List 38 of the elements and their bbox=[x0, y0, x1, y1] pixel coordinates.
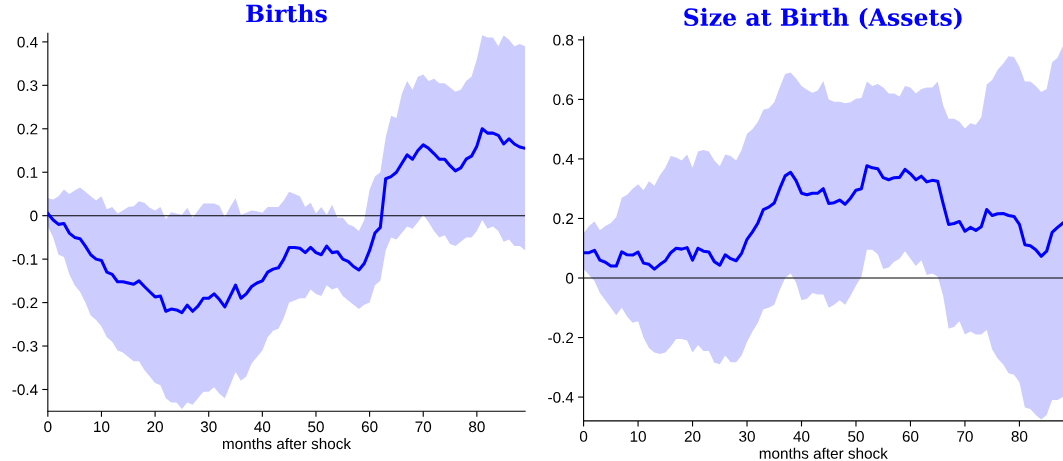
x-tick-label: 60 bbox=[902, 431, 919, 442]
y-tick-label: 0.3 bbox=[17, 80, 38, 92]
x-tick-label: 20 bbox=[684, 431, 701, 442]
x-tick-label: 0 bbox=[579, 431, 588, 442]
y-tick-label: -0.2 bbox=[12, 297, 38, 309]
y-tick-label: -0.4 bbox=[12, 384, 38, 396]
x-tick-label: 70 bbox=[957, 431, 973, 442]
y-tick-label: -0.4 bbox=[548, 391, 574, 403]
x-tick-label: 50 bbox=[848, 431, 864, 442]
x-tick-label: 30 bbox=[200, 421, 217, 433]
y-tick-label: -0.3 bbox=[12, 340, 38, 352]
x-tick-label: 80 bbox=[469, 421, 485, 433]
y-tick-label: 0 bbox=[565, 272, 574, 284]
y-tick-label: 0 bbox=[30, 210, 38, 222]
x-tick-label: 60 bbox=[361, 421, 378, 433]
x-tick-label: 10 bbox=[94, 421, 110, 433]
x-tick-label: 80 bbox=[1011, 431, 1028, 442]
x-tick-label: 40 bbox=[793, 431, 810, 442]
chart-title: Size at Birth (Assets) bbox=[684, 7, 962, 30]
y-tick-label: -0.1 bbox=[12, 254, 38, 265]
y-tick-label: 0.1 bbox=[17, 167, 38, 178]
x-tick-label: 70 bbox=[415, 421, 432, 433]
y-tick-label: 0.6 bbox=[553, 94, 574, 106]
x-tick-label: 0 bbox=[44, 421, 52, 433]
x-tick-label: 10 bbox=[630, 431, 646, 442]
y-tick-label: 0.8 bbox=[553, 34, 574, 46]
y-tick-label: 0.4 bbox=[553, 153, 574, 165]
chart-title: Births bbox=[246, 4, 327, 23]
y-tick-label: -0.2 bbox=[548, 332, 574, 344]
y-tick-label: 0.2 bbox=[17, 123, 38, 135]
x-tick-label: 50 bbox=[308, 421, 324, 433]
x-tick-label: 30 bbox=[739, 431, 755, 442]
y-tick-label: 0.4 bbox=[17, 36, 38, 48]
x-axis-title: months after shock bbox=[759, 447, 888, 459]
y-tick-label: 0.2 bbox=[553, 213, 574, 225]
x-tick-label: 20 bbox=[147, 421, 163, 433]
x-tick-label: 40 bbox=[254, 421, 271, 433]
x-axis-title: months after shock bbox=[222, 437, 352, 450]
